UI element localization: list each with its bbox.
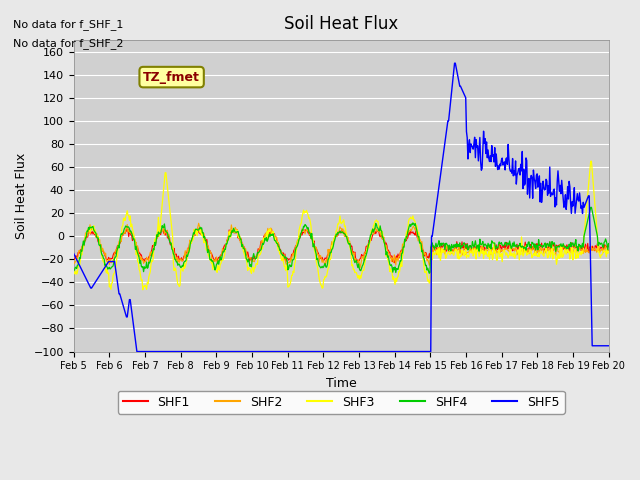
X-axis label: Time: Time <box>326 377 356 390</box>
Legend: SHF1, SHF2, SHF3, SHF4, SHF5: SHF1, SHF2, SHF3, SHF4, SHF5 <box>118 391 564 414</box>
Text: No data for f_SHF_2: No data for f_SHF_2 <box>13 38 124 49</box>
Text: No data for f_SHF_1: No data for f_SHF_1 <box>13 19 123 30</box>
Y-axis label: Soil Heat Flux: Soil Heat Flux <box>15 153 28 239</box>
Text: TZ_fmet: TZ_fmet <box>143 71 200 84</box>
Title: Soil Heat Flux: Soil Heat Flux <box>284 15 398 33</box>
